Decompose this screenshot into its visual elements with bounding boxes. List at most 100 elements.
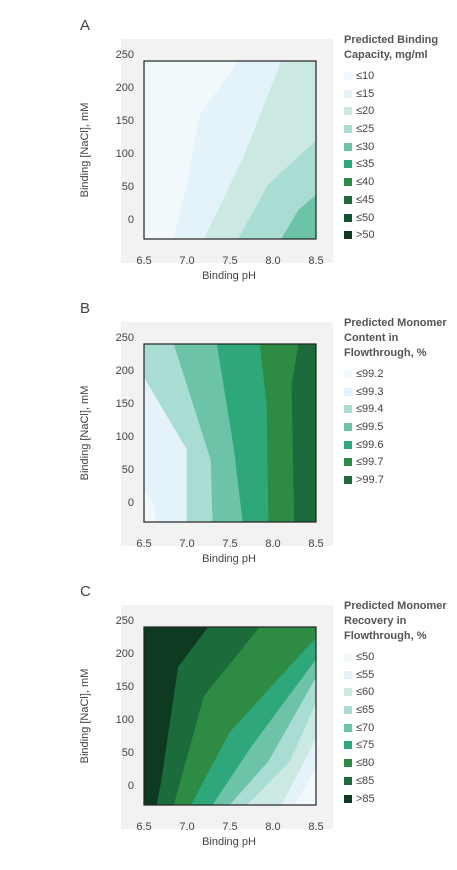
legend-item: ≤99.7 [344, 456, 457, 474]
x-tick-label: 6.5 [136, 538, 152, 550]
legend-swatch [344, 741, 352, 750]
panel-c: C 250 200 150 100 50 0 6.5 7.0 7.5 8.0 8… [0, 583, 457, 868]
legend-item: ≤50 [344, 651, 457, 669]
x-tick-label: 7.0 [179, 821, 195, 833]
legend-swatch [344, 142, 352, 151]
y-axis-label: Binding [NaCl], mM [79, 668, 91, 764]
legend-label: ≤99.2 [356, 368, 384, 380]
legend-label: ≤85 [356, 774, 375, 787]
legend-item: ≤99.4 [344, 403, 457, 421]
legend-swatch [344, 723, 352, 732]
x-tick-label: 6.5 [136, 255, 152, 267]
plot-frame [143, 626, 317, 806]
legend-item: ≤99.5 [344, 421, 457, 439]
legend-label: ≤99.3 [356, 385, 384, 398]
legend-item: ≤25 [344, 123, 457, 141]
legend-label: ≤50 [356, 651, 375, 663]
y-axis-label: Binding [NaCl], mM [79, 385, 91, 481]
legend-swatch [344, 160, 352, 169]
legend-swatch [344, 776, 352, 785]
legend-item: ≤10 [344, 70, 457, 88]
legend-item: ≤70 [344, 722, 457, 740]
y-tick-label: 100 [115, 714, 134, 726]
legend-label: >99.7 [356, 474, 384, 487]
x-tick-label: 8.5 [308, 821, 324, 833]
legend-label: ≤15 [356, 87, 375, 100]
legend-label: ≤60 [356, 686, 375, 699]
legend-swatch [344, 107, 352, 116]
panel-letter: B [80, 300, 91, 317]
legend-swatch [344, 706, 352, 715]
legend-swatch [344, 458, 352, 467]
legend: Predicted Binding Capacity, mg/ml ≤10 ≤1… [344, 33, 457, 247]
legend-label: >50 [356, 229, 375, 242]
legend-title: Predicted Binding Capacity, mg/ml [344, 33, 457, 63]
legend-swatch [344, 387, 352, 396]
legend-item: ≤65 [344, 704, 457, 722]
x-tick-label: 8.0 [265, 821, 281, 833]
legend-item: ≤55 [344, 669, 457, 687]
legend-item: ≤80 [344, 757, 457, 775]
legend-title-line: Predicted Binding [344, 34, 439, 46]
legend-items: ≤10 ≤15 ≤20 ≤25 ≤30 ≤35 ≤40 ≤45 ≤50 >50 [344, 70, 457, 247]
y-axis-label: Binding [NaCl], mM [79, 102, 91, 198]
x-tick-label: 7.0 [179, 255, 195, 267]
y-tick-label: 250 [115, 49, 134, 61]
legend-swatch [344, 476, 352, 485]
legend-label: ≤99.7 [356, 456, 384, 469]
y-tick-label: 100 [115, 148, 134, 160]
legend-title-line: Flowthrough, % [344, 630, 427, 642]
x-axis-label: Binding pH [202, 553, 256, 565]
legend-title-line: Predicted Monomer [344, 600, 447, 612]
y-tick-label: 150 [115, 398, 134, 410]
legend-item: ≤85 [344, 775, 457, 793]
y-tick-label: 50 [121, 747, 134, 759]
legend-label: ≤99.6 [356, 438, 384, 451]
panel-letter: A [80, 17, 91, 34]
x-tick-label: 6.5 [136, 821, 152, 833]
legend-item: ≤99.3 [344, 386, 457, 404]
legend-item: ≤30 [344, 141, 457, 159]
legend-swatch [344, 759, 352, 768]
legend-item: >85 [344, 793, 457, 811]
legend-item: ≤35 [344, 158, 457, 176]
legend-label: ≤45 [356, 193, 375, 206]
y-tick-label: 150 [115, 681, 134, 693]
legend-swatch [344, 178, 352, 187]
legend-label: ≤30 [356, 140, 375, 153]
legend-title: Predicted Monomer Content in Flowthrough… [344, 316, 457, 361]
legend-swatch [344, 794, 352, 803]
x-tick-label: 8.5 [308, 255, 324, 267]
y-tick-label: 200 [115, 365, 134, 377]
legend-label: ≤99.5 [356, 421, 384, 434]
x-axis-label: Binding pH [202, 836, 256, 848]
y-tick-label: 250 [115, 615, 134, 627]
y-tick-label: 50 [121, 181, 134, 193]
legend-title: Predicted Monomer Recovery in Flowthroug… [344, 599, 457, 644]
y-tick-label: 0 [127, 214, 134, 226]
legend-label: >85 [356, 792, 375, 805]
y-tick-label: 200 [115, 82, 134, 94]
legend-label: ≤75 [356, 739, 375, 752]
legend-swatch [344, 653, 352, 661]
panel-b: B 250 200 150 100 50 0 6.5 7.0 7.5 8.0 8… [0, 300, 457, 585]
legend-swatch [344, 688, 352, 697]
legend-title-line: Recovery in [344, 615, 407, 627]
contour-plot-b [143, 343, 317, 523]
y-tick-label: 0 [127, 497, 134, 509]
legend-label: ≤25 [356, 123, 375, 136]
legend-label: ≤40 [356, 176, 375, 189]
x-tick-label: 8.0 [265, 538, 281, 550]
x-tick-label: 7.5 [222, 538, 238, 550]
legend-label: ≤10 [356, 70, 375, 82]
legend-label: ≤35 [356, 158, 375, 171]
legend-label: ≤55 [356, 668, 375, 681]
panel-a: A 250 200 150 100 50 0 6.5 7.0 7.5 8.0 8… [0, 17, 457, 302]
legend-swatch [344, 440, 352, 449]
legend-swatch [344, 370, 352, 378]
y-tick-label: 150 [115, 115, 134, 127]
legend-item: ≤20 [344, 105, 457, 123]
legend-swatch [344, 670, 352, 679]
legend-item: ≤60 [344, 686, 457, 704]
y-tick-label: 250 [115, 332, 134, 344]
